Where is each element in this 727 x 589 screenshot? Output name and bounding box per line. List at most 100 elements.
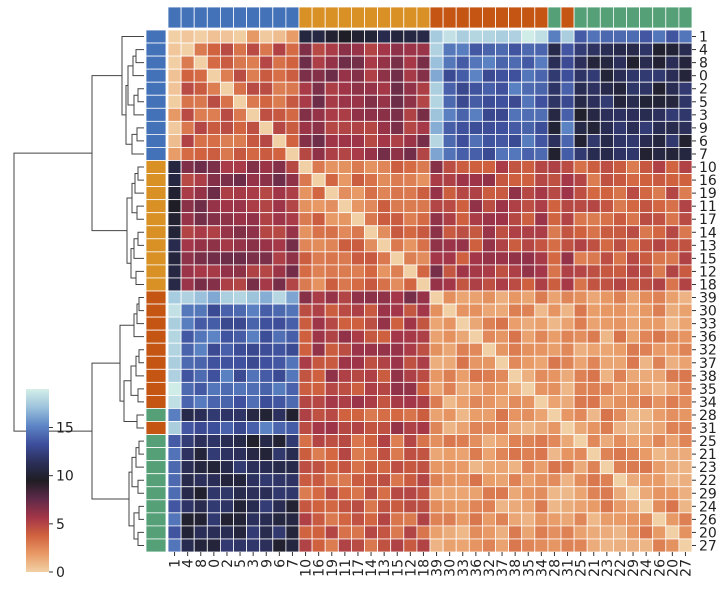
row-tick-label: 24 bbox=[699, 499, 717, 515]
heatmap-cell bbox=[390, 225, 405, 240]
heatmap-cell bbox=[442, 42, 457, 57]
heatmap-cell bbox=[665, 408, 680, 422]
heatmap-cell bbox=[586, 133, 601, 148]
heatmap-cell bbox=[350, 394, 365, 409]
heatmap-cell bbox=[324, 290, 339, 305]
heatmap-cell bbox=[626, 212, 641, 227]
heatmap-cell bbox=[521, 81, 536, 96]
heatmap-cell bbox=[455, 133, 470, 148]
heatmap-cell bbox=[337, 120, 352, 135]
heatmap-cell bbox=[193, 473, 208, 488]
row-color-cell bbox=[145, 264, 167, 279]
heatmap-cell bbox=[547, 133, 562, 148]
heatmap-cell bbox=[206, 225, 221, 240]
heatmap-cell bbox=[416, 186, 431, 201]
heatmap-cell bbox=[259, 421, 274, 435]
heatmap-cell bbox=[403, 225, 418, 240]
heatmap-cell bbox=[416, 460, 431, 475]
heatmap-cell bbox=[364, 186, 379, 201]
dendrogram-branch bbox=[137, 231, 144, 246]
heatmap-cell bbox=[639, 421, 654, 435]
heatmap-cell bbox=[324, 147, 339, 161]
heatmap-cell bbox=[586, 68, 601, 83]
column-tick-label: 22 bbox=[613, 559, 629, 577]
heatmap-cell bbox=[377, 290, 392, 305]
column-color-cell bbox=[219, 6, 234, 29]
heatmap-cell bbox=[324, 133, 339, 148]
heatmap-cell bbox=[259, 512, 274, 527]
column-tick-label: 36 bbox=[469, 559, 485, 577]
heatmap-cell bbox=[626, 447, 641, 462]
heatmap-cell bbox=[272, 434, 287, 448]
heatmap-cell bbox=[337, 394, 352, 409]
heatmap-cell bbox=[547, 29, 562, 44]
heatmap-cell bbox=[586, 81, 601, 96]
heatmap-cell bbox=[508, 473, 523, 488]
heatmap-cell bbox=[599, 29, 614, 44]
heatmap-cell bbox=[534, 225, 549, 240]
row-color-cell bbox=[145, 447, 167, 462]
heatmap-cell bbox=[206, 342, 221, 357]
heatmap-cell bbox=[259, 303, 274, 318]
heatmap-cell bbox=[298, 303, 313, 318]
heatmap-cell bbox=[586, 251, 601, 266]
heatmap-cell bbox=[311, 29, 326, 44]
heatmap-cell bbox=[573, 368, 588, 383]
heatmap-cell bbox=[272, 107, 287, 122]
heatmap-cell bbox=[626, 381, 641, 396]
heatmap-cell bbox=[639, 186, 654, 201]
heatmap-cell bbox=[364, 42, 379, 57]
heatmap-cell bbox=[311, 277, 326, 292]
heatmap-cell bbox=[547, 186, 562, 201]
row-color-cell bbox=[145, 342, 167, 357]
heatmap-cell bbox=[193, 512, 208, 527]
heatmap-cell bbox=[599, 277, 614, 292]
column-tick-label: 16 bbox=[312, 559, 328, 577]
heatmap-cell bbox=[390, 499, 405, 514]
column-tick-label: 25 bbox=[574, 559, 590, 577]
heatmap-cell bbox=[665, 212, 680, 227]
heatmap-cell bbox=[272, 68, 287, 83]
heatmap-cell bbox=[521, 408, 536, 422]
heatmap-cell bbox=[599, 251, 614, 266]
heatmap-cell bbox=[678, 42, 693, 57]
heatmap-cell bbox=[521, 186, 536, 201]
heatmap-cell bbox=[652, 473, 667, 488]
heatmap-cell bbox=[298, 290, 313, 305]
heatmap-cell bbox=[495, 42, 510, 57]
heatmap-cell bbox=[573, 408, 588, 422]
heatmap-cell bbox=[246, 538, 261, 553]
heatmap-cell bbox=[416, 133, 431, 148]
heatmap-cell bbox=[626, 29, 641, 44]
heatmap-cell bbox=[547, 460, 562, 475]
heatmap-cell bbox=[298, 264, 313, 279]
heatmap-cell bbox=[403, 460, 418, 475]
heatmap-cell bbox=[442, 303, 457, 318]
colorbar-tick-label: 10 bbox=[56, 469, 74, 485]
heatmap-cell bbox=[324, 421, 339, 435]
heatmap-cell bbox=[272, 251, 287, 266]
heatmap-cell bbox=[311, 460, 326, 475]
heatmap-cell bbox=[403, 316, 418, 331]
heatmap-cell bbox=[416, 238, 431, 253]
heatmap-cell bbox=[350, 368, 365, 383]
heatmap-cell bbox=[259, 460, 274, 475]
heatmap-cell bbox=[364, 460, 379, 475]
heatmap-cell bbox=[626, 290, 641, 305]
heatmap-cell bbox=[429, 421, 444, 435]
row-tick-label: 32 bbox=[699, 343, 717, 359]
column-tick-label: 1 bbox=[168, 559, 184, 568]
heatmap-cell bbox=[665, 525, 680, 540]
heatmap-cell bbox=[206, 68, 221, 83]
row-color-cell bbox=[145, 355, 167, 370]
heatmap-cell bbox=[495, 303, 510, 318]
heatmap-cell bbox=[233, 81, 248, 96]
heatmap-cell bbox=[678, 303, 693, 318]
heatmap-cell bbox=[337, 133, 352, 148]
heatmap-cell bbox=[390, 68, 405, 83]
heatmap-cell bbox=[468, 107, 483, 122]
heatmap-cell bbox=[403, 160, 418, 174]
heatmap-cell bbox=[311, 421, 326, 435]
heatmap-cell bbox=[508, 342, 523, 357]
heatmap-cell bbox=[403, 486, 418, 501]
